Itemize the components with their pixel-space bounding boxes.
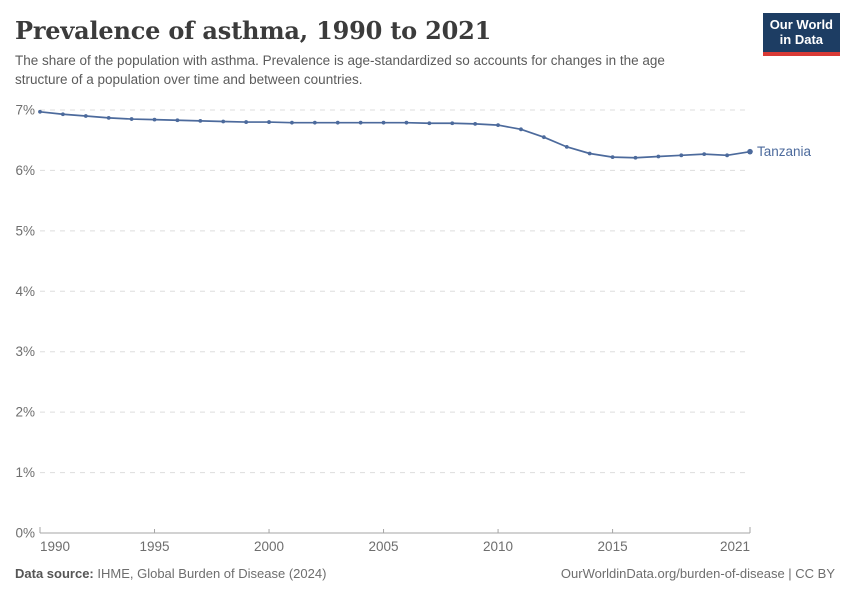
data-point [175,118,180,123]
chart-canvas: 0% 1% 2% 3% 4% 5% 6% 7% 1990 1995 2000 2005 2010 2015… [15,102,812,554]
y-tick-label: 2% [15,405,35,420]
owid-logo-line2: in Data [779,31,824,47]
chart-subtitle: The share of the population with asthma.… [15,53,665,87]
data-point [541,135,546,140]
data-point [404,120,409,125]
data-point [381,120,386,125]
data-point [519,127,523,132]
data-point [610,155,615,160]
chart-footer: Data source: IHME, Global Burden of Dise… [15,566,835,581]
data-source-text: IHME, Global Burden of Disease (2024) [93,566,327,581]
data-point [358,120,363,125]
data-point [290,120,294,125]
data-source: Data source: IHME, Global Burden of Dise… [15,566,326,581]
data-point [106,115,111,120]
series-endpoint-marker [747,148,753,155]
y-tick-label: 5% [15,223,35,238]
series-line-tanzania [39,110,751,159]
data-point [427,121,432,126]
data-point [564,144,569,149]
y-tick-label: 0% [15,526,35,541]
x-tick-label: 1990 [40,539,70,554]
data-point [198,118,203,123]
data-point [312,120,317,125]
x-tick-label: 2005 [369,539,399,554]
x-tick-label: 1995 [139,539,169,554]
x-tick-label: 2015 [598,539,628,554]
y-tick-label: 7% [15,102,35,117]
data-point [450,121,455,126]
y-tick-label: 1% [15,465,35,480]
data-point [244,120,249,124]
page-title: Prevalence of asthma, 1990 to 2021 [15,16,492,45]
data-point [702,152,707,157]
data-point [83,114,88,118]
data-point [267,120,271,124]
owid-logo[interactable]: Our World in Data [762,13,840,56]
owid-url-license-link[interactable]: OurWorldinData.org/burden-of-disease | C… [560,566,835,581]
data-point [221,119,226,124]
data-point [129,117,134,121]
y-tick-label: 6% [15,163,35,178]
data-point [725,153,729,158]
data-point [679,153,684,158]
data-point [152,117,157,122]
data-point [335,120,340,125]
y-tick-label: 3% [15,344,35,359]
data-point [587,151,592,156]
data-point [496,123,500,127]
x-tick-label: 2000 [254,539,284,554]
y-tick-label: 4% [15,284,35,299]
data-point [61,112,65,117]
data-point [38,109,42,114]
data-source-label: Data source: [15,566,94,581]
data-point [633,155,638,160]
data-point [473,121,478,126]
x-tick-label: 2010 [483,539,513,554]
x-tick-label: 2021 [720,539,750,554]
data-point [656,154,661,159]
series-label-tanzania[interactable]: Tanzania [757,144,812,159]
owid-logo-line1: Our World [769,17,833,32]
